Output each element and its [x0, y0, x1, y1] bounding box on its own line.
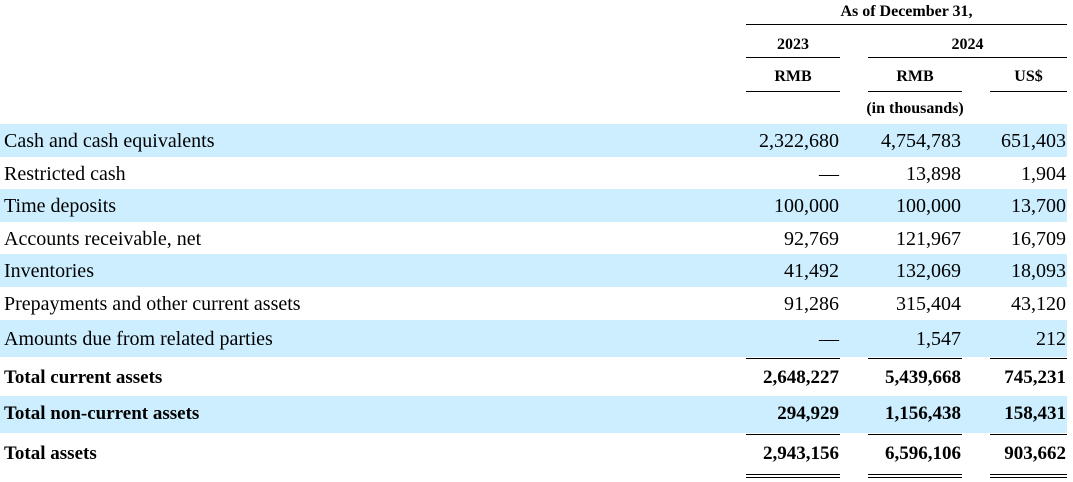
value-2024-usd: 43,120	[1011, 293, 1066, 315]
currency-rmb-2023-rule	[746, 91, 840, 92]
row-label: Total current assets	[4, 367, 163, 388]
value-2023: 294,929	[777, 403, 839, 424]
value-2024-rmb: 1,156,438	[885, 403, 961, 424]
value-2024-usd: 651,403	[1001, 130, 1066, 152]
year-2024-header: 2024	[951, 36, 984, 53]
row-label: Inventories	[4, 260, 94, 282]
year-2023-header: 2023	[777, 36, 809, 53]
value-2024-rmb: 1,547	[916, 328, 961, 350]
value-2023: 92,769	[784, 228, 839, 250]
currency-usd-2024-header: US$	[1014, 68, 1043, 85]
row-label: Time deposits	[4, 195, 117, 217]
subtotal-rule-2023	[746, 358, 840, 359]
double-rule-2023	[746, 474, 840, 478]
double-rule-2024-usd	[990, 474, 1067, 478]
currency-rmb-2024-header: RMB	[896, 68, 934, 85]
value-2024-usd: 1,904	[1021, 163, 1066, 185]
row-label: Accounts receivable, net	[4, 228, 202, 250]
table-row: Time deposits 100,000 100,000 13,700	[0, 189, 1067, 222]
table-row: Restricted cash — 13,898 1,904	[0, 157, 1067, 189]
total-rule-2023	[746, 434, 840, 435]
value-2024-rmb: 5,439,668	[885, 367, 961, 388]
value-2024-rmb: 13,898	[906, 163, 961, 185]
subtotal-rule-2024-rmb	[868, 358, 962, 359]
row-label: Cash and cash equivalents	[4, 130, 215, 152]
currency-rmb-2024-rule	[868, 91, 962, 92]
period-header-rule	[746, 24, 1067, 25]
table-row: Accounts receivable, net 92,769 121,967 …	[0, 222, 1067, 254]
subtotal-rule-2024-usd	[990, 358, 1067, 359]
value-2024-usd: 212	[1036, 328, 1066, 350]
row-label: Prepayments and other current assets	[4, 293, 301, 315]
value-2024-usd: 158,431	[1004, 403, 1066, 424]
value-2024-rmb: 132,069	[896, 260, 961, 282]
table-row: Prepayments and other current assets 91,…	[0, 287, 1067, 320]
unit-note: (in thousands)	[866, 100, 964, 117]
value-2024-rmb: 121,967	[896, 228, 961, 250]
total-rule-2024-rmb	[868, 434, 962, 435]
currency-usd-2024-rule	[990, 91, 1067, 92]
row-label: Amounts due from related parties	[4, 328, 273, 350]
table-row-total-current: Total current assets 2,648,227 5,439,668…	[0, 360, 1067, 396]
table-row: Cash and cash equivalents 2,322,680 4,75…	[0, 124, 1067, 157]
table-row: Inventories 41,492 132,069 18,093	[0, 254, 1067, 287]
value-2023: —	[819, 328, 839, 350]
total-rule-2024-usd	[990, 434, 1067, 435]
value-2023: 2,943,156	[763, 443, 839, 464]
table-row-total-non-current: Total non-current assets 294,929 1,156,4…	[0, 396, 1067, 433]
value-2024-usd: 903,662	[1004, 443, 1066, 464]
year-2023-rule	[746, 57, 840, 58]
value-2024-usd: 13,700	[1011, 195, 1066, 217]
value-2024-usd: 745,231	[1004, 367, 1066, 388]
period-header: As of December 31,	[840, 3, 973, 20]
table-row: Amounts due from related parties — 1,547…	[0, 320, 1067, 357]
year-2024-rule	[868, 57, 1067, 58]
currency-rmb-2023-header: RMB	[774, 68, 812, 85]
value-2023: —	[819, 163, 839, 185]
value-2023: 91,286	[784, 293, 839, 315]
value-2023: 2,322,680	[759, 130, 839, 152]
value-2024-rmb: 6,596,106	[885, 443, 961, 464]
row-label: Restricted cash	[4, 163, 126, 185]
value-2024-rmb: 4,754,783	[881, 130, 961, 152]
value-2024-usd: 18,093	[1011, 260, 1066, 282]
value-2023: 41,492	[784, 260, 839, 282]
row-label: Total assets	[4, 443, 97, 464]
table-row-total-assets: Total assets 2,943,156 6,596,106 903,662	[0, 436, 1067, 472]
double-rule-2024-rmb	[868, 474, 962, 478]
value-2024-rmb: 315,404	[896, 293, 961, 315]
value-2023: 100,000	[774, 195, 839, 217]
value-2024-rmb: 100,000	[896, 195, 961, 217]
value-2024-usd: 16,709	[1011, 228, 1066, 250]
value-2023: 2,648,227	[763, 367, 839, 388]
row-label: Total non-current assets	[4, 403, 200, 424]
